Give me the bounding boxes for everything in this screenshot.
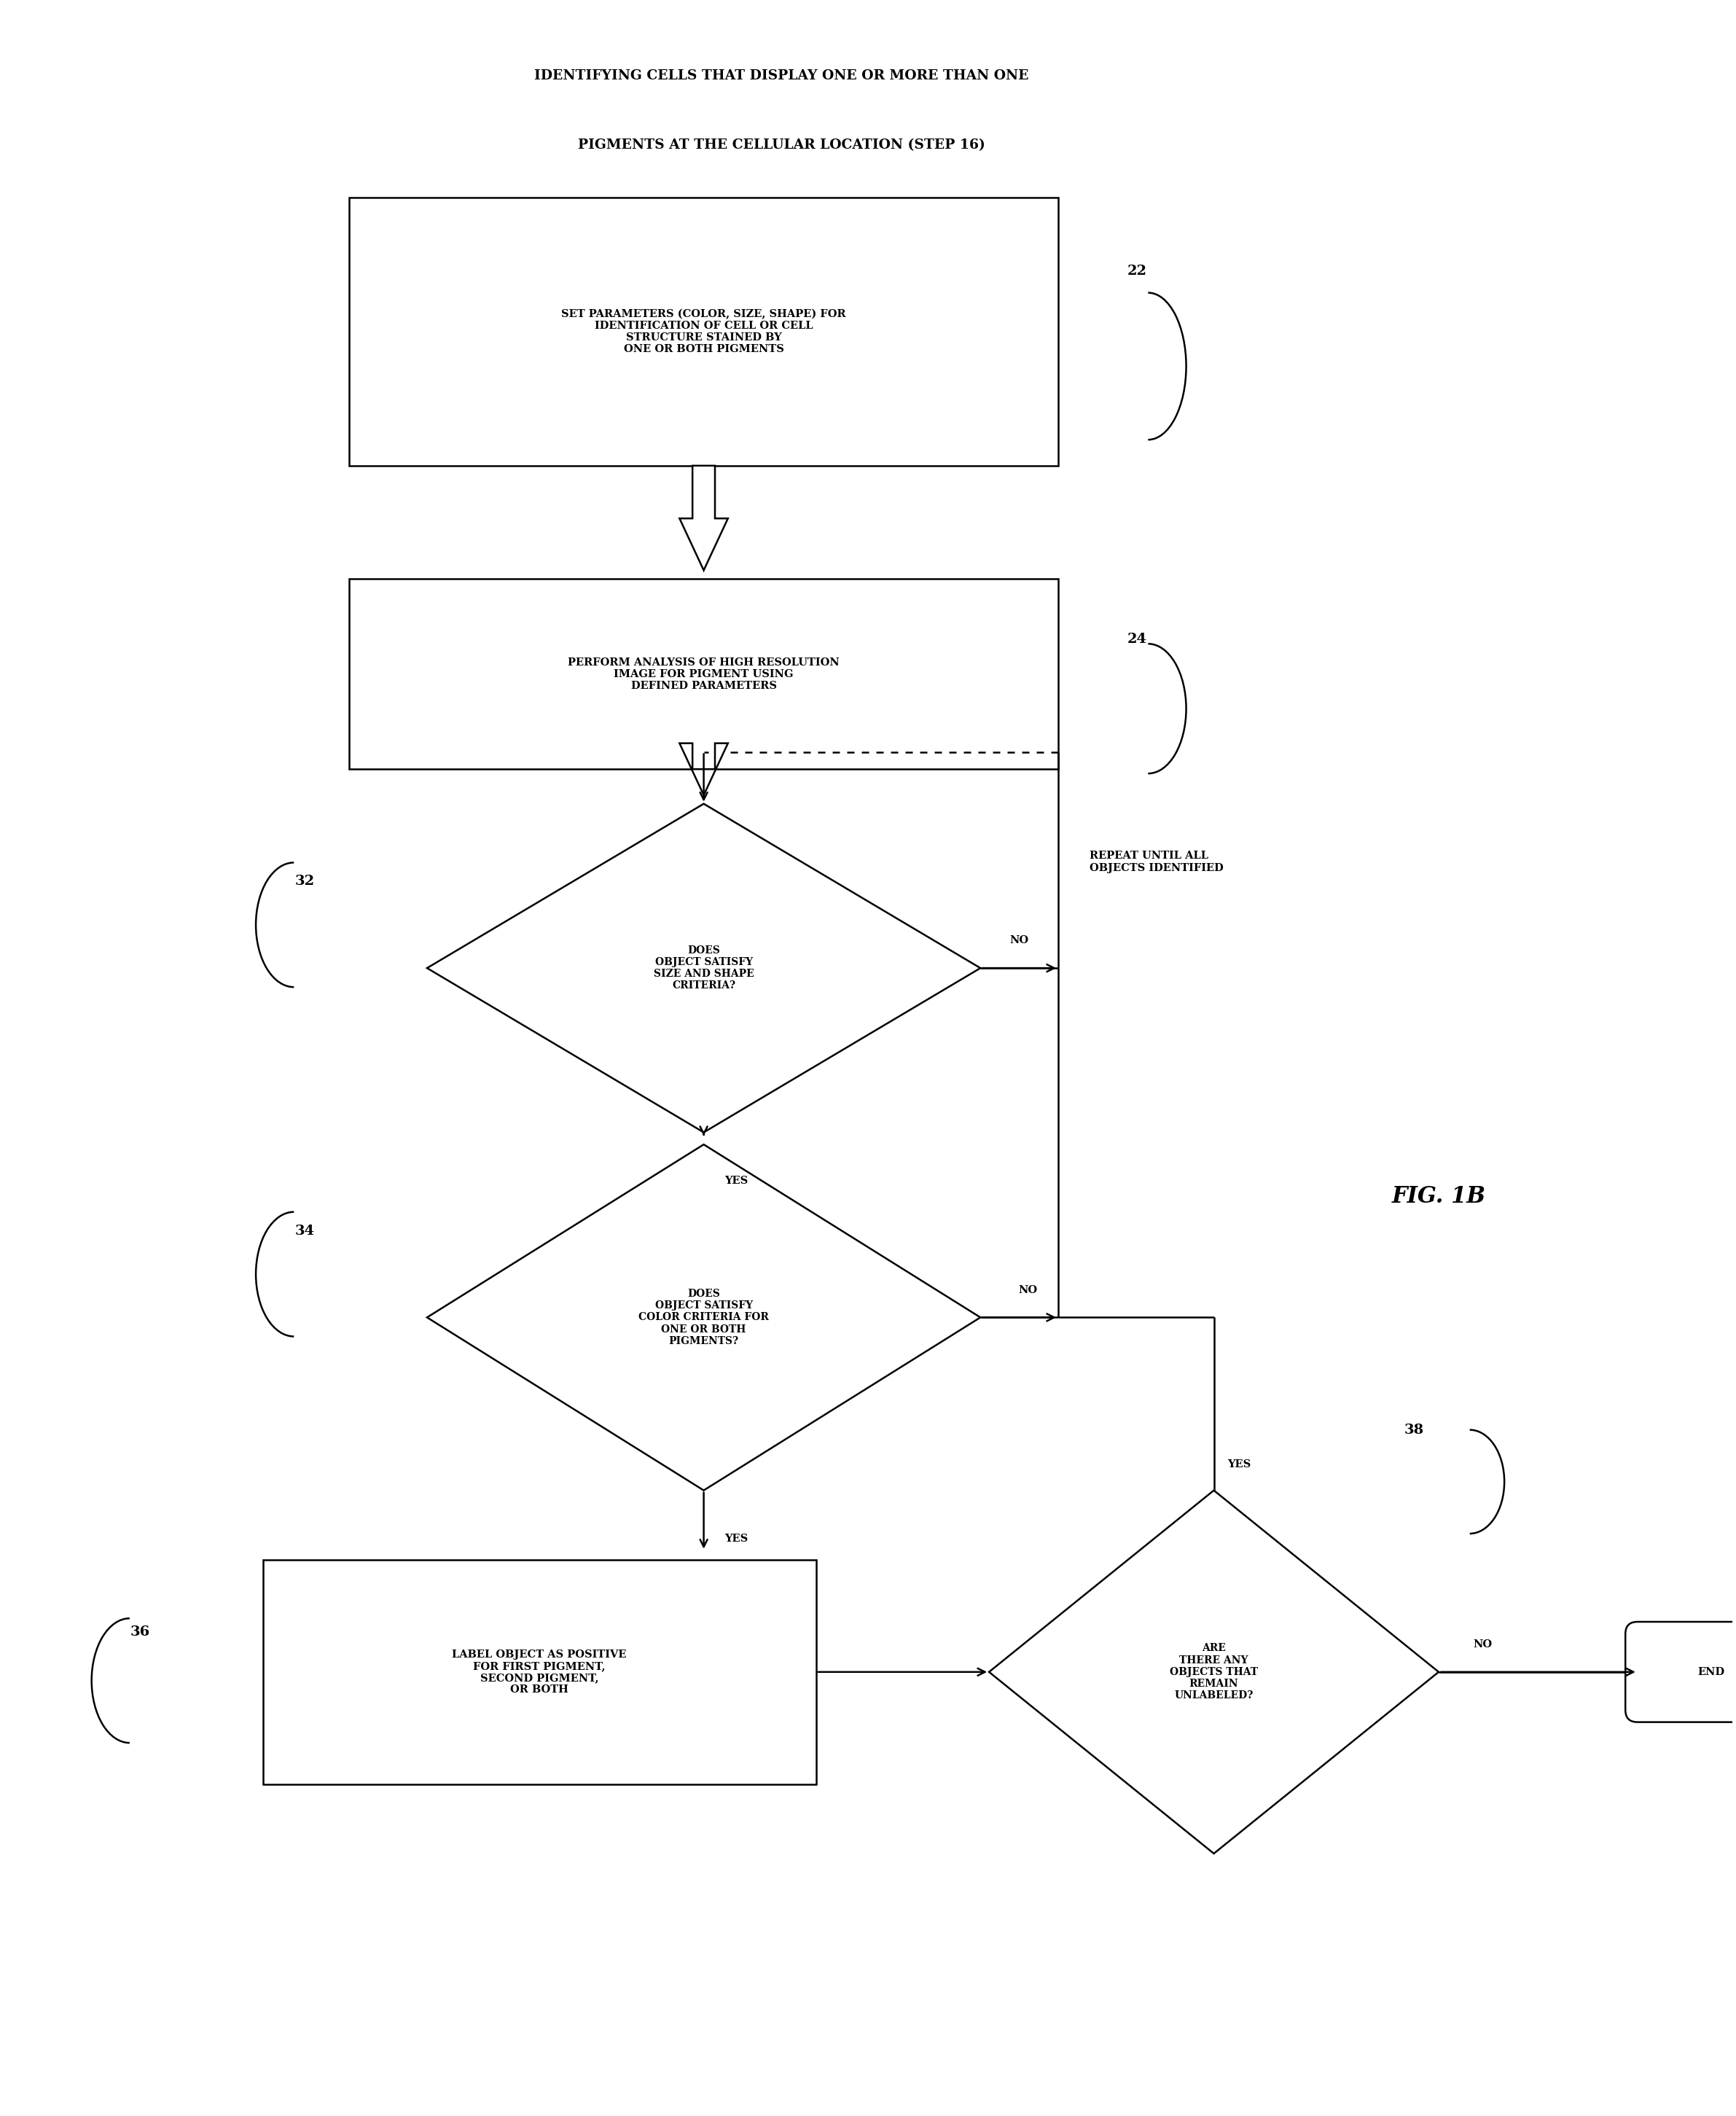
Text: NO: NO xyxy=(1019,1284,1038,1295)
Text: NO: NO xyxy=(1474,1640,1493,1650)
Text: SET PARAMETERS (COLOR, SIZE, SHAPE) FOR
IDENTIFICATION OF CELL OR CELL
STRUCTURE: SET PARAMETERS (COLOR, SIZE, SHAPE) FOR … xyxy=(561,309,845,355)
Text: ARE
THERE ANY
OBJECTS THAT
REMAIN
UNLABELED?: ARE THERE ANY OBJECTS THAT REMAIN UNLABE… xyxy=(1170,1644,1259,1701)
Text: 22: 22 xyxy=(1127,264,1147,277)
Text: 36: 36 xyxy=(130,1625,151,1638)
Polygon shape xyxy=(679,743,727,796)
Text: REPEAT UNTIL ALL
OBJECTS IDENTIFIED: REPEAT UNTIL ALL OBJECTS IDENTIFIED xyxy=(1088,851,1224,874)
FancyBboxPatch shape xyxy=(349,580,1059,770)
Polygon shape xyxy=(679,466,727,571)
Text: DOES
OBJECT SATISFY
COLOR CRITERIA FOR
ONE OR BOTH
PIGMENTS?: DOES OBJECT SATISFY COLOR CRITERIA FOR O… xyxy=(639,1289,769,1346)
Text: 38: 38 xyxy=(1404,1424,1424,1437)
Text: 34: 34 xyxy=(295,1225,314,1238)
Text: DOES
OBJECT SATISFY
SIZE AND SHAPE
CRITERIA?: DOES OBJECT SATISFY SIZE AND SHAPE CRITE… xyxy=(653,946,753,990)
Text: LABEL OBJECT AS POSITIVE
FOR FIRST PIGMENT,
SECOND PIGMENT,
OR BOTH: LABEL OBJECT AS POSITIVE FOR FIRST PIGME… xyxy=(451,1648,627,1695)
Text: 24: 24 xyxy=(1127,633,1147,645)
Text: NO: NO xyxy=(1010,935,1029,946)
Text: YES: YES xyxy=(724,1176,748,1185)
Text: YES: YES xyxy=(724,1534,748,1545)
Polygon shape xyxy=(427,1145,981,1490)
Polygon shape xyxy=(427,804,981,1132)
FancyBboxPatch shape xyxy=(349,197,1059,466)
Text: PIGMENTS AT THE CELLULAR LOCATION (STEP 16): PIGMENTS AT THE CELLULAR LOCATION (STEP … xyxy=(578,138,984,152)
Text: END: END xyxy=(1698,1667,1724,1678)
FancyBboxPatch shape xyxy=(1625,1621,1736,1722)
Text: YES: YES xyxy=(1227,1460,1252,1471)
FancyBboxPatch shape xyxy=(262,1559,816,1784)
Text: FIG. 1B: FIG. 1B xyxy=(1392,1185,1486,1208)
Text: 32: 32 xyxy=(295,876,314,889)
Text: IDENTIFYING CELLS THAT DISPLAY ONE OR MORE THAN ONE: IDENTIFYING CELLS THAT DISPLAY ONE OR MO… xyxy=(535,70,1029,83)
Polygon shape xyxy=(990,1490,1439,1854)
Text: PERFORM ANALYSIS OF HIGH RESOLUTION
IMAGE FOR PIGMENT USING
DEFINED PARAMETERS: PERFORM ANALYSIS OF HIGH RESOLUTION IMAG… xyxy=(568,658,840,692)
